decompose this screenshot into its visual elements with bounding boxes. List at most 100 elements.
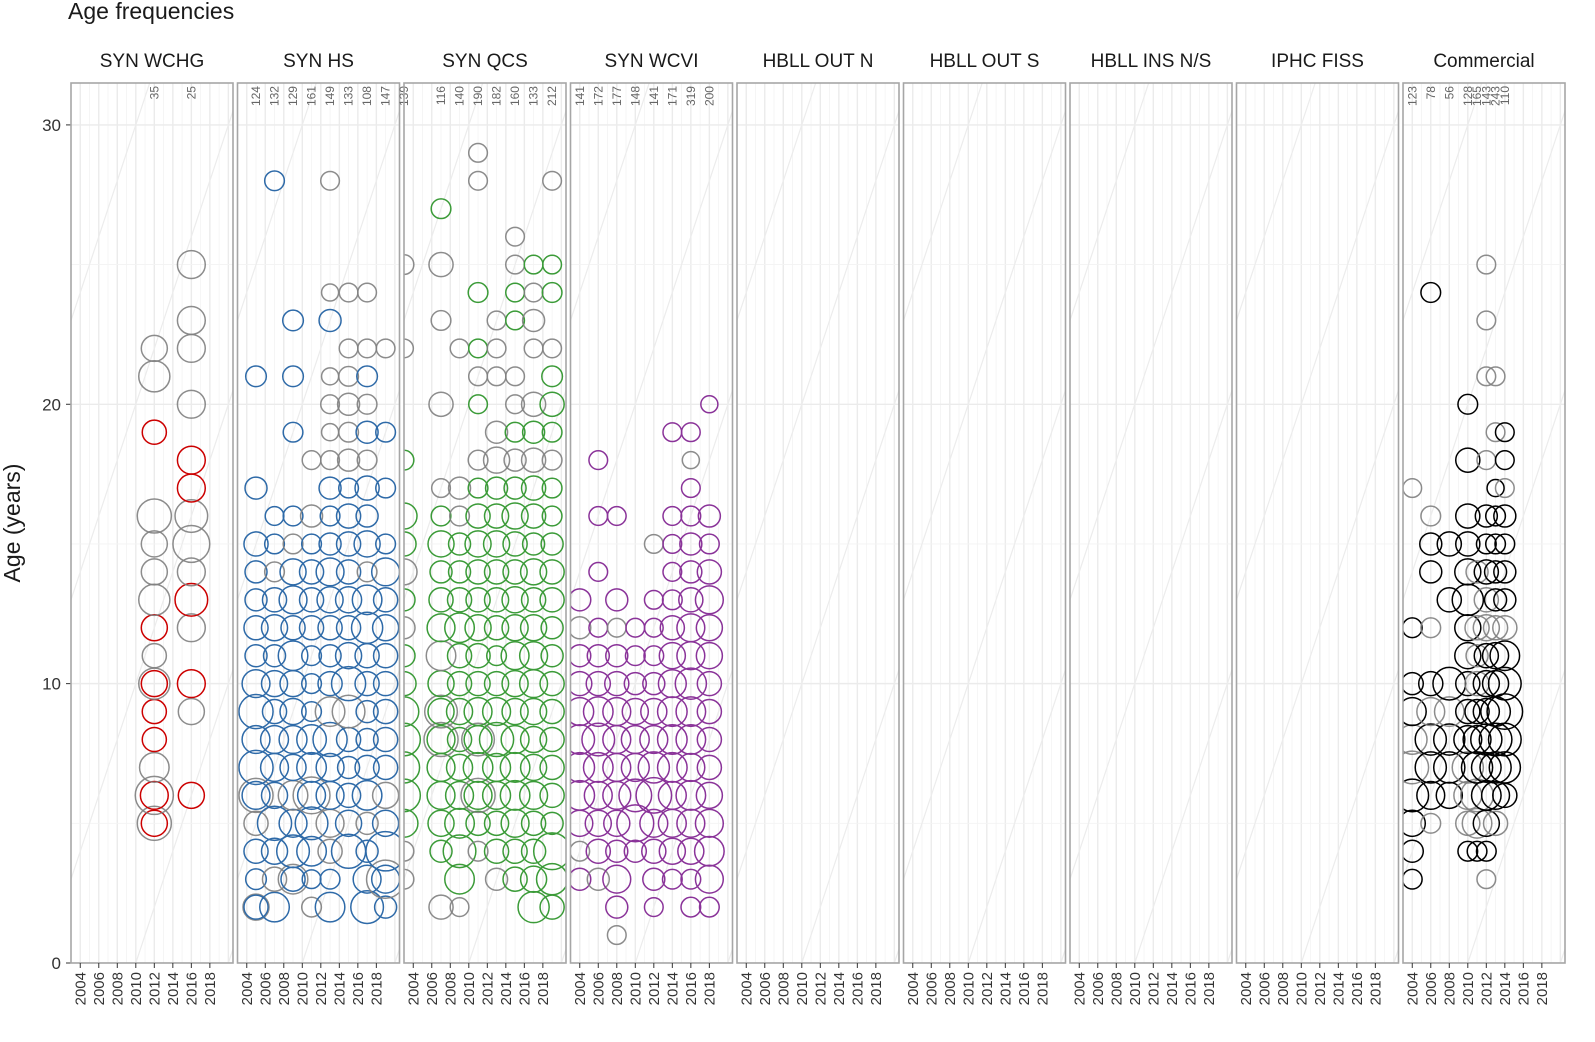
x-tick-label: 2010 — [1127, 972, 1144, 1005]
sample-size-label: 124 — [249, 86, 263, 106]
age-frequency-bubble — [1493, 588, 1517, 612]
age-frequency-bubble — [540, 532, 564, 556]
age-frequency-bubble — [317, 614, 343, 641]
age-frequency-bubble — [1419, 532, 1443, 556]
age-frequency-bubble — [429, 560, 453, 584]
age-frequency-bubble — [1473, 559, 1500, 585]
age-frequency-bubble — [1403, 617, 1423, 639]
x-tick-label: 2006 — [1423, 972, 1440, 1005]
age-frequency-bubble — [540, 643, 564, 668]
age-frequency-bubble — [140, 809, 169, 838]
age-frequency-bubble — [481, 752, 512, 783]
age-frequency-bubble — [541, 505, 563, 527]
age-frequency-bubble — [680, 422, 701, 443]
age-frequency-bubble — [243, 531, 269, 557]
cohort-line — [801, 667, 899, 963]
age-frequency-bubble — [1466, 840, 1488, 862]
cohort-line — [237, 109, 400, 602]
age-frequency-bubble — [486, 338, 507, 359]
age-frequency-bubble — [602, 864, 632, 894]
x-tick-label: 2012 — [812, 972, 829, 1005]
age-frequency-bubble — [582, 696, 614, 728]
age-frequency-bubble — [280, 614, 306, 641]
age-frequency-bubble — [696, 559, 723, 585]
x-tick-label: 2006 — [424, 972, 441, 1005]
age-frequency-bubble — [140, 669, 169, 698]
sample-size-label: 149 — [323, 86, 337, 106]
sample-size-label: 133 — [342, 86, 356, 106]
age-frequency-bubble — [318, 532, 342, 556]
age-frequency-bubble — [520, 447, 547, 473]
age-frequency-bubble — [640, 697, 668, 726]
cohort-line — [71, 109, 233, 602]
age-frequency-bubble — [430, 198, 452, 220]
age-frequency-bubble — [678, 587, 704, 613]
age-frequency-bubble — [319, 394, 341, 415]
age-frequency-bubble — [585, 838, 612, 865]
age-frequency-bubble — [404, 696, 420, 728]
cohort-line — [301, 667, 400, 963]
age-frequency-bubble — [605, 839, 629, 864]
age-frequency-bubble — [176, 668, 207, 699]
age-frequency-bubble — [1403, 696, 1427, 727]
age-frequency-bubble — [679, 560, 703, 584]
age-frequency-bubble — [318, 308, 342, 333]
age-frequency-bubble — [446, 587, 473, 613]
age-frequency-bubble — [467, 477, 489, 499]
age-frequency-bubble — [698, 896, 720, 918]
age-frequency-bubble — [426, 724, 456, 755]
age-frequency-bubble — [300, 533, 323, 555]
age-frequency-bubble — [446, 642, 473, 669]
age-frequency-bubble — [336, 392, 361, 417]
x-tick-label: 2004 — [1071, 972, 1088, 1005]
cohort-line — [1134, 667, 1232, 963]
age-frequency-bubble — [172, 524, 211, 564]
age-frequency-bubble — [430, 477, 452, 499]
x-tick-label: 2012 — [479, 972, 496, 1005]
age-frequency-bubble — [501, 669, 529, 698]
age-frequency-bubble — [1494, 477, 1515, 499]
x-tick-label: 2008 — [609, 972, 626, 1005]
age-frequency-bubble — [541, 449, 563, 471]
age-frequency-bubble — [539, 782, 565, 809]
x-tick-label: 2010 — [1293, 972, 1310, 1005]
age-frequency-bubble — [484, 476, 509, 500]
age-frequency-bubble — [279, 697, 307, 726]
age-frequency-bubble — [518, 641, 549, 671]
panel-plot-area — [570, 83, 733, 963]
age-frequency-bubble — [535, 862, 566, 896]
age-frequency-bubble — [570, 840, 591, 862]
sample-size-label: 177 — [610, 86, 624, 106]
age-frequency-bubble — [697, 504, 722, 528]
panel-border — [236, 82, 401, 964]
x-tick-label: 2018 — [202, 972, 219, 1005]
age-frequency-bubble — [296, 723, 328, 756]
age-frequency-bubble — [623, 839, 648, 864]
age-frequency-bubble — [541, 421, 563, 443]
age-frequency-bubble — [241, 724, 271, 755]
age-frequency-bubble — [1487, 722, 1522, 757]
age-frequency-bubble — [539, 391, 565, 418]
age-frequency-bubble — [520, 587, 547, 613]
age-frequency-bubble — [1474, 504, 1499, 528]
age-frequency-bubble — [375, 533, 397, 555]
x-tick-label: 2018 — [868, 972, 885, 1005]
panel-plot-area — [1403, 83, 1565, 963]
y-tick-label: 30 — [42, 116, 61, 135]
age-frequency-bubble — [243, 894, 269, 920]
x-tick-label: 2008 — [276, 972, 293, 1005]
age-frequency-bubble — [624, 645, 646, 667]
age-frequency-bubble — [605, 643, 629, 668]
age-frequency-bubble — [503, 476, 527, 500]
x-tick-label: 2008 — [1108, 972, 1125, 1005]
age-frequency-bubble — [372, 670, 399, 697]
age-frequency-bubble — [606, 505, 627, 527]
age-frequency-bubble — [656, 723, 688, 756]
age-frequency-bubble — [539, 698, 565, 725]
age-frequency-bubble — [643, 897, 664, 918]
age-frequency-bubble — [334, 586, 363, 614]
age-frequency-bubble — [483, 614, 510, 641]
